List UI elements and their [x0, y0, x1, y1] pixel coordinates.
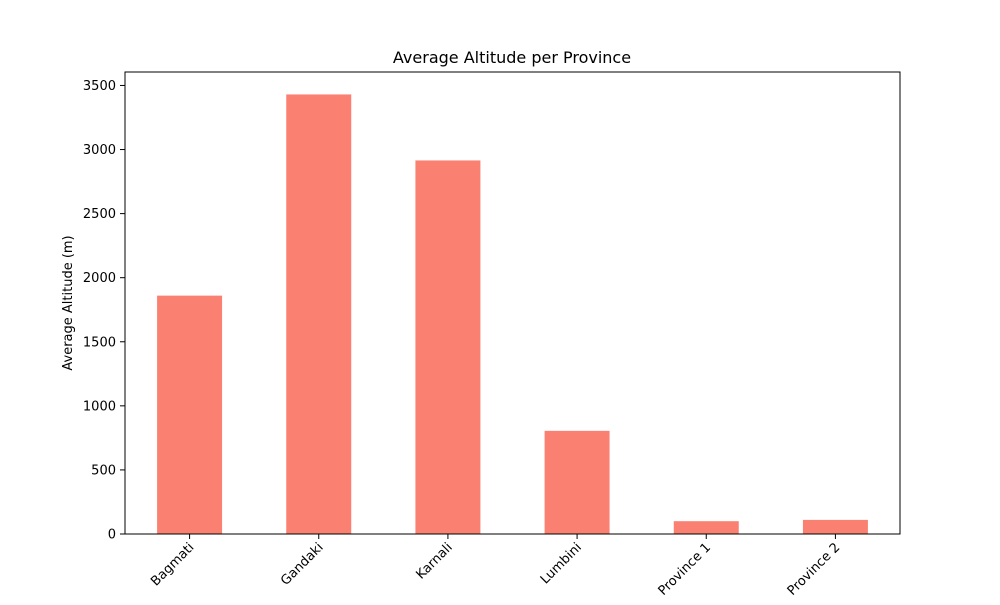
- y-tick-label: 0: [108, 528, 116, 543]
- y-tick-label: 2000: [83, 271, 116, 286]
- x-axis-ticks: Bagmati Gandaki Karnali Lumbini Province 1 Pr…: [148, 534, 843, 599]
- y-axis-label: Average Altitude (m): [61, 235, 76, 370]
- bar-bagmati: [157, 295, 223, 534]
- plot-frame: [124, 71, 901, 535]
- y-tick-label: 500: [91, 463, 116, 478]
- y-tick-label: 3500: [83, 79, 116, 94]
- bar-province-2: [802, 519, 868, 534]
- bars: [157, 94, 868, 534]
- y-tick-label: 3000: [83, 143, 116, 158]
- y-tick-label: 2500: [83, 207, 116, 222]
- y-tick-label: 1500: [83, 335, 116, 350]
- bar-gandaki: [286, 94, 352, 534]
- chart-title: Average Altitude per Province: [393, 48, 631, 67]
- x-tick-label: Province 2: [785, 540, 843, 598]
- x-tick-label: Gandaki: [278, 540, 327, 589]
- y-axis-ticks: 0 500 1000 1500 2000 2500 3000 3500: [83, 79, 125, 543]
- bar-lumbini: [544, 430, 610, 534]
- x-tick-label: Province 1: [656, 540, 714, 598]
- x-tick-label: Karnali: [413, 540, 455, 582]
- x-tick-label: Lumbini: [538, 540, 585, 587]
- x-tick-label: Bagmati: [148, 540, 197, 589]
- bar-karnali: [415, 160, 481, 534]
- bar-province-1: [673, 521, 739, 534]
- y-tick-label: 1000: [83, 399, 116, 414]
